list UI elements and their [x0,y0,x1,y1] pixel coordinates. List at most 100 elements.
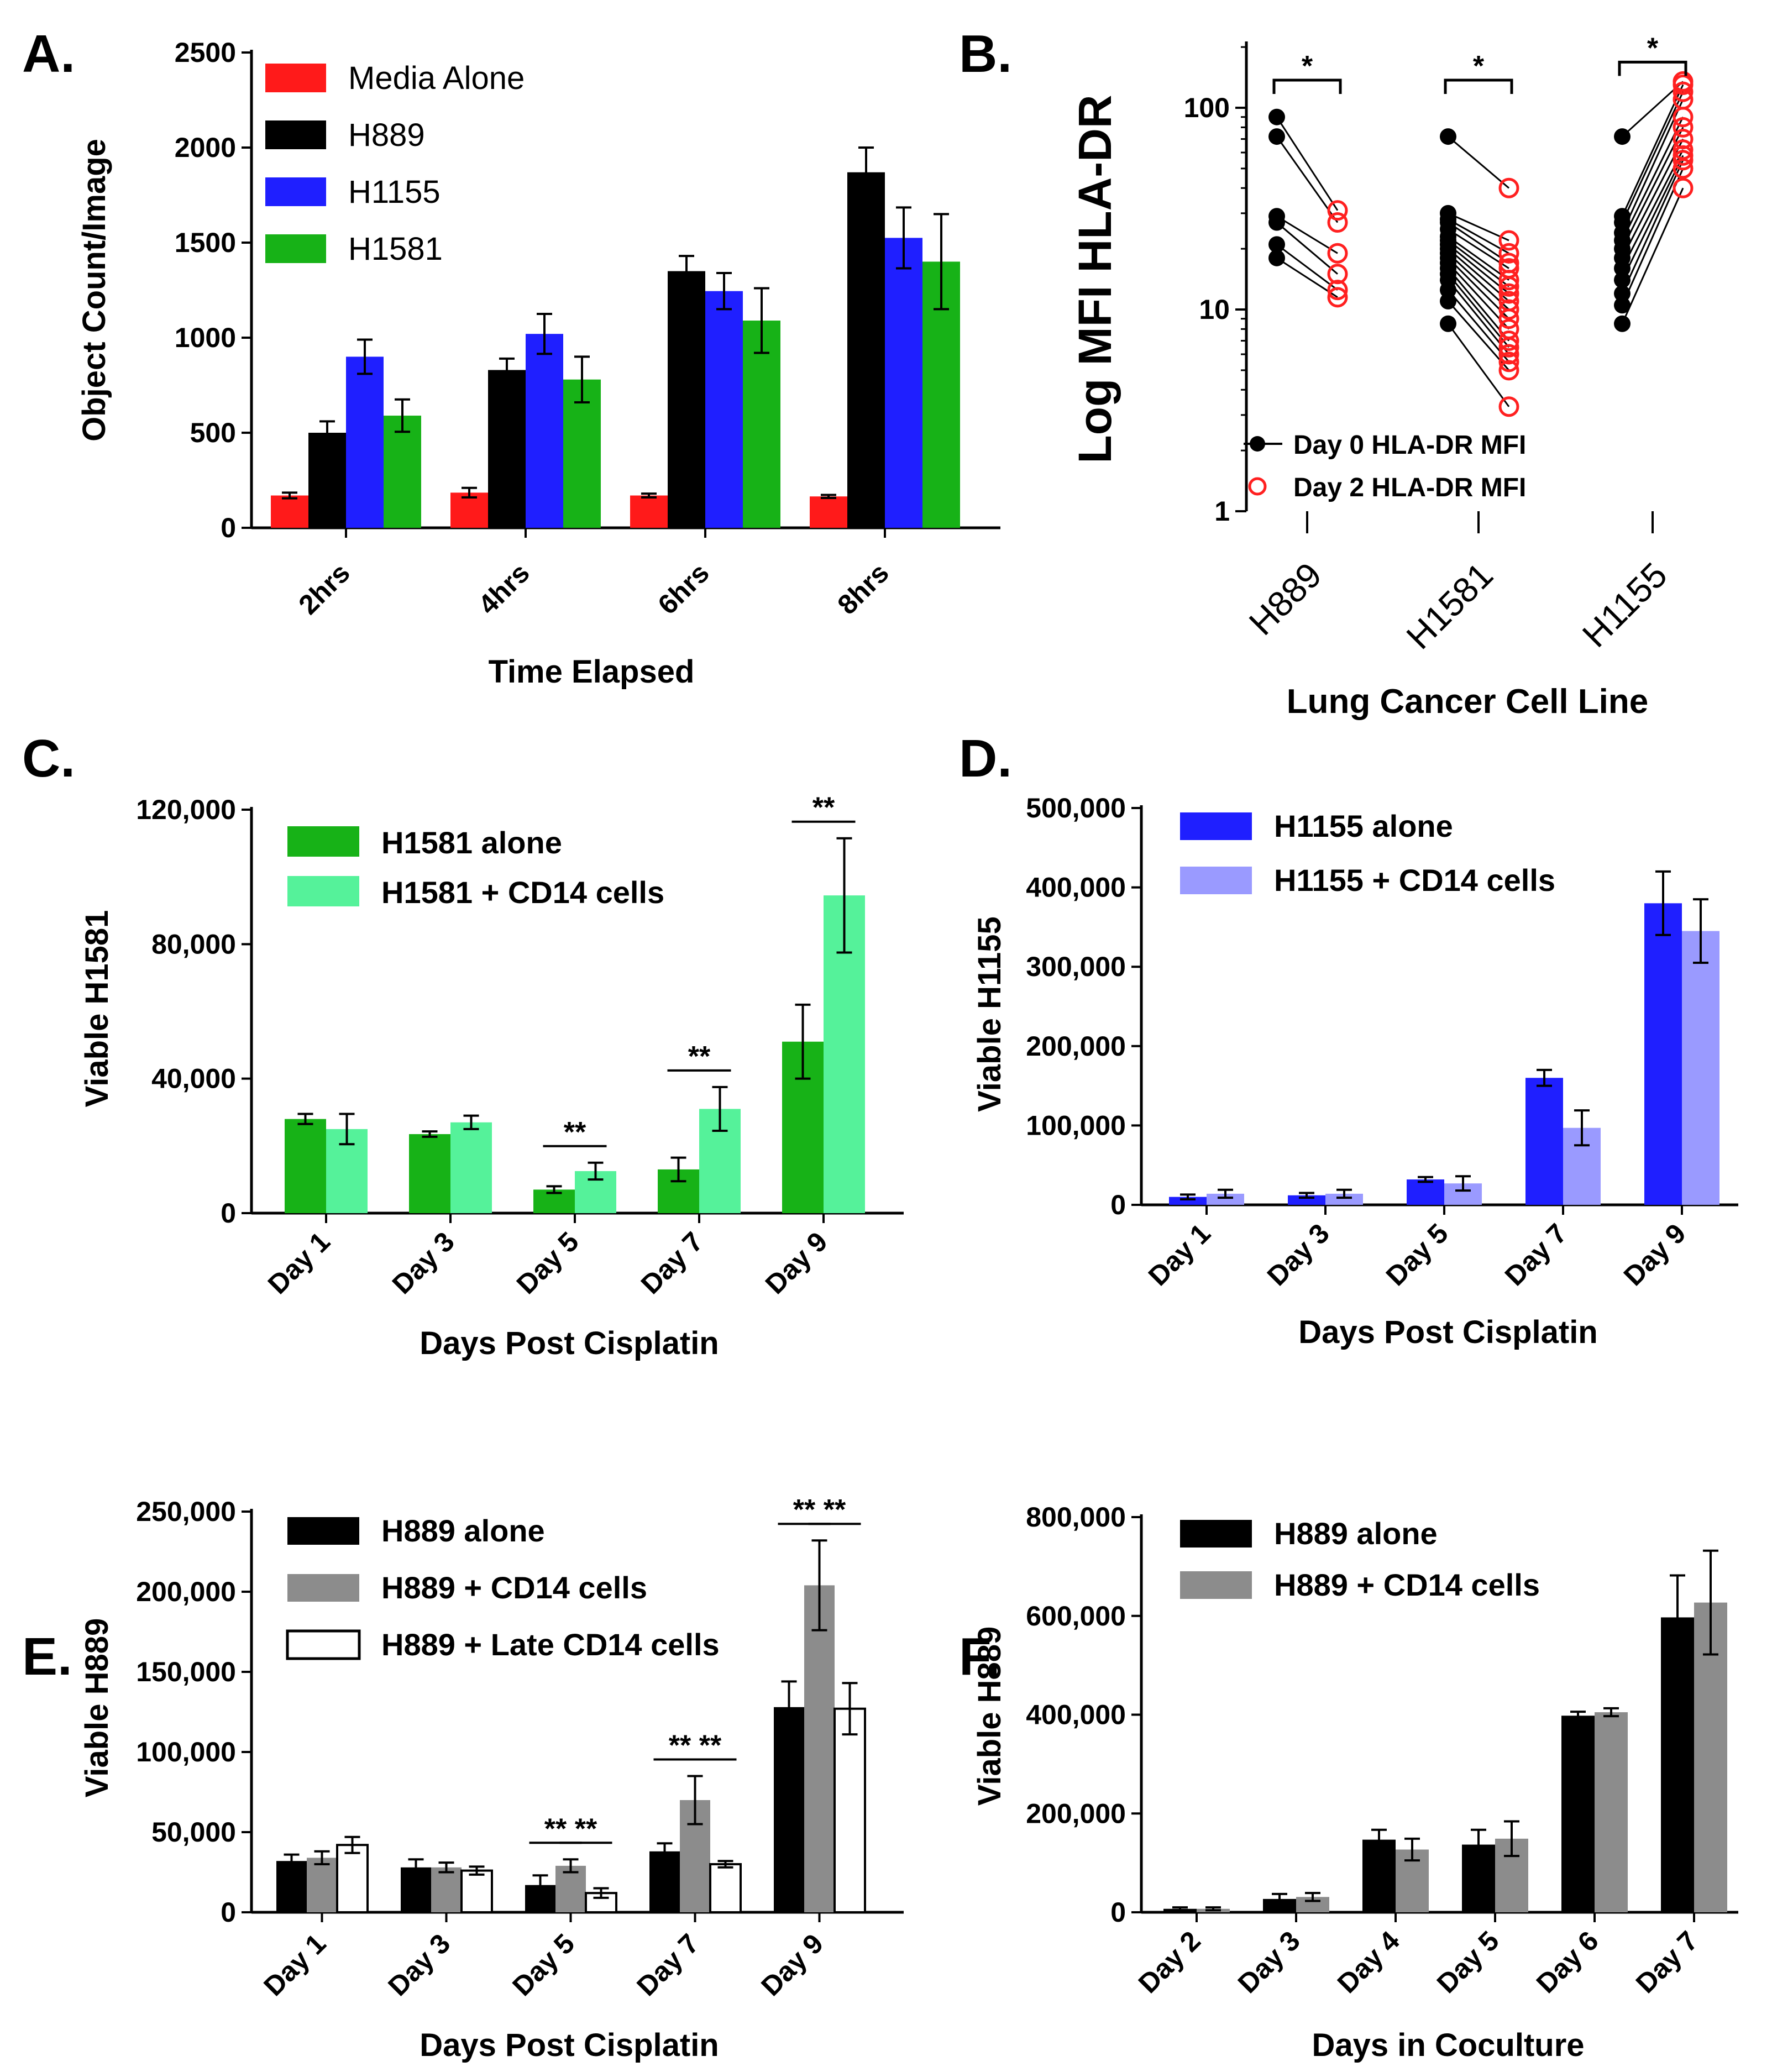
significance-bracket [1272,78,1342,94]
x-axis-title: Days Post Cisplatin [420,2027,719,2063]
x-tick-label: Day 6 [1530,1925,1605,1999]
y-tick-label: 200,000 [136,1576,236,1607]
y-tick-label: 500 [190,417,236,448]
pair-line [1276,215,1338,254]
x-tick-label: Day 1 [1142,1218,1217,1292]
significance-bracket [1618,60,1687,76]
y-tick-label: 40,000 [151,1063,236,1094]
y-tick-label: 2500 [175,37,236,68]
legend-label: Media Alone [348,60,525,96]
legend-swatch [287,826,359,857]
bar [460,1869,493,1914]
bar [1682,931,1719,1205]
pair-line [1621,91,1684,223]
day2-point [1327,264,1348,285]
x-tick-label: Day 9 [755,1928,829,2002]
day2-point [1673,158,1694,179]
bar [847,172,885,528]
y-tick-label: 100,000 [136,1737,236,1767]
day0-point [1614,128,1631,145]
day0-point [1614,315,1631,332]
day2-point [1327,287,1348,308]
day0-point [1268,128,1285,145]
panel-a: A. 0 500 1000 1500 2000 2500 2hrs 4hrs 6hrs 8hrs Ob… [22,24,1000,690]
bar [409,1134,450,1213]
bar [1362,1839,1396,1912]
x-tick-label: Day 1 [258,1928,332,2002]
day2-point [1498,337,1519,358]
bar [709,1863,742,1913]
y-axis-title: Viable H889 [972,1627,1008,1806]
x-axis-title: Days Post Cisplatin [420,1325,719,1361]
bar [1595,1712,1628,1912]
legend-label: H889 [348,117,425,153]
day2-point [1498,396,1519,417]
day2-point [1498,276,1519,297]
day2-point [1498,299,1519,320]
x-axis-title: Lung Cancer Cell Line [1287,683,1649,721]
y-tick-label: 100 [1184,92,1230,123]
x-tick-label: Day 2 [1133,1925,1207,1999]
x-tick-label: 8hrs [831,557,894,620]
significance-label: ** [669,1730,691,1762]
y-tick-label: 120,000 [136,794,236,825]
x-tick-label: Day 4 [1331,1925,1406,1999]
day2-point [1498,360,1519,381]
bar [307,1858,337,1912]
day2-point [1327,200,1348,221]
pair-line [1447,273,1510,348]
day0-point [1440,128,1456,145]
day0-point [1268,249,1285,266]
y-tick-label: 1500 [175,227,236,258]
bar [336,1844,369,1913]
day2-point [1498,344,1519,365]
bar [1288,1195,1325,1205]
day0-point [1614,297,1631,314]
panel-letter: D. [959,729,1012,788]
day2-point [1498,283,1519,304]
legend-label: H1581 [348,231,443,267]
legend-swatch [287,1574,359,1602]
bar [285,1119,326,1213]
day2-point [1673,150,1694,171]
legend-label: H889 + CD14 cells [381,1570,647,1605]
y-tick-label: 200,000 [1026,1031,1126,1062]
day2-point [1498,177,1519,198]
legend-swatch [287,876,359,906]
pair-line [1621,117,1684,241]
pair-line [1621,160,1684,294]
pair-line [1621,99,1684,233]
pair-line [1448,222,1509,264]
legend-swatch [287,1517,359,1545]
y-tick-label: 400,000 [1026,872,1126,903]
day2-point [1498,230,1519,251]
panel-letter: A. [22,24,75,83]
pair-line [1621,187,1684,324]
y-axis-title: Object Count/Image [76,139,112,442]
y-tick-label: 0 [221,1897,236,1928]
bar [1169,1197,1207,1205]
pair-line [1448,235,1509,281]
pair-line [1621,168,1684,306]
significance-label: ** [688,1041,711,1073]
significance-label: ** [564,1116,586,1148]
day2-point [1673,81,1694,102]
panel-e: E. 0 50,000 100,000 150,000 200,000 250,000 Day… [22,1494,904,2063]
legend-swatch [1180,1571,1252,1599]
y-tick-label: 150,000 [136,1656,236,1687]
legend-label: H1155 alone [1274,809,1453,843]
legend-swatch [286,1629,361,1660]
day2-point [1498,331,1519,352]
x-tick-label: Day 7 [1630,1925,1704,1999]
significance-bracket [1444,78,1513,94]
y-tick-label: 300,000 [1026,951,1126,982]
bar [1407,1179,1444,1205]
legend-label: H889 + Late CD14 cells [381,1627,720,1662]
legend-label: H889 alone [381,1513,545,1548]
legend-swatch [265,64,326,92]
y-tick-label: 0 [221,1198,236,1229]
bar [271,495,308,528]
day2-point [1327,212,1348,233]
bar [630,495,668,528]
